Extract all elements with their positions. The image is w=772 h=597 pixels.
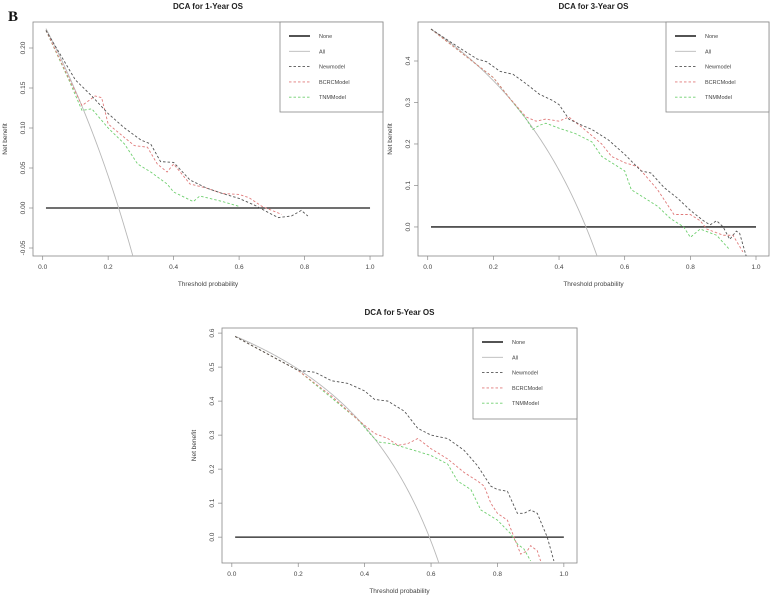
legend-label: All [705, 49, 711, 55]
y-tick-label: 0.0 [405, 222, 412, 231]
chart-title: DCA for 3-Year OS [559, 2, 630, 11]
dca-chart-1: DCA for 1-Year OS 0.0 0.2 0.4 0.6 0.8 1.0 -0.05… [2, 2, 384, 288]
legend-label: None [705, 34, 718, 40]
legend-label: All [319, 49, 325, 55]
y-tick-label: 0.3 [405, 98, 412, 107]
x-tick-label: 0.6 [235, 264, 244, 271]
y-tick-label: 0.10 [20, 121, 27, 134]
x-tick-label: 0.6 [427, 571, 436, 578]
x-tick-label: 0.0 [227, 571, 236, 578]
legend-label: None [512, 340, 525, 346]
legend-label: BCRCModel [512, 386, 543, 392]
y-tick-label: 0.6 [209, 328, 216, 337]
series-newmodel-line [45, 30, 309, 219]
series-all-line [430, 28, 598, 256]
y-tick-label: 0.3 [209, 430, 216, 439]
x-tick-label: 0.2 [104, 264, 113, 271]
plot-frame [417, 21, 770, 257]
series-all-line [234, 335, 440, 563]
chart-title: DCA for 5-Year OS [365, 308, 436, 317]
dca-chart-3: DCA for 5-Year OS 0.0 0.2 0.4 0.6 0.8 1.0 0.0 0.… [191, 308, 578, 595]
plot-frame [221, 327, 578, 564]
series-tnmmodel-line [45, 30, 240, 207]
x-tick-label: 0.2 [489, 264, 498, 271]
x-tick-label: 0.4 [169, 264, 178, 271]
legend-box [472, 327, 578, 420]
y-tick-label: 0.05 [20, 161, 27, 174]
y-tick-label: 0.15 [20, 81, 27, 94]
y-tick-label: 0.2 [209, 464, 216, 473]
series-tnmmodel-line [234, 336, 532, 562]
legend-label: All [512, 355, 518, 361]
series-bcrcmodel-line [234, 336, 542, 562]
y-axis-label: Net benefit [191, 430, 198, 462]
x-axis-label: Threshold probability [369, 588, 430, 595]
x-tick-label: 0.0 [38, 264, 47, 271]
chart-title: DCA for 1-Year OS [173, 2, 244, 11]
y-tick-label: 0.1 [209, 498, 216, 507]
y-axis-label: Net benefit [387, 123, 394, 155]
legend-box [279, 21, 384, 113]
legend-label: TNMModel [512, 401, 539, 407]
x-axis-label: Threshold probability [563, 281, 624, 288]
legend-label: BCRCModel [705, 80, 736, 86]
x-tick-label: 0.2 [294, 571, 303, 578]
legend-box [665, 21, 770, 113]
series-all-line [45, 28, 134, 256]
y-tick-label: 0.20 [20, 41, 27, 54]
plot-area [45, 28, 371, 256]
series-bcrcmodel-line [45, 30, 282, 215]
y-tick-label: 0.1 [405, 181, 412, 190]
legend: None All Newmodel BCRCModel TNMModel [665, 21, 770, 113]
series-bcrcmodel-line [430, 28, 744, 253]
y-tick-label: 0.4 [405, 56, 412, 65]
y-tick-label: 0.4 [209, 396, 216, 405]
legend-label: Newmodel [705, 65, 731, 71]
legend-label: Newmodel [319, 65, 345, 71]
plot-frame [32, 21, 384, 257]
x-tick-label: 0.8 [493, 571, 502, 578]
plot-area [430, 28, 756, 256]
y-tick-label: 0.00 [20, 201, 27, 214]
x-tick-label: 1.0 [751, 264, 760, 271]
legend-label: None [319, 34, 332, 40]
legend-label: TNMModel [319, 95, 346, 101]
dca-chart-2: DCA for 3-Year OS 0.0 0.2 0.4 0.6 0.8 1.0 0.0 0.… [387, 2, 770, 288]
x-tick-label: 0.6 [620, 264, 629, 271]
x-axis-label: Threshold probability [178, 281, 239, 288]
series-newmodel-line [234, 336, 555, 562]
y-tick-label: 0.0 [209, 532, 216, 541]
y-tick-label: -0.05 [20, 240, 27, 255]
y-tick-label: 0.2 [405, 139, 412, 148]
panel-label: B [8, 9, 18, 25]
plot-area [234, 335, 564, 563]
x-tick-label: 0.8 [300, 264, 309, 271]
x-tick-label: 0.4 [555, 264, 564, 271]
y-tick-label: 0.5 [209, 362, 216, 371]
x-tick-label: 0.8 [686, 264, 695, 271]
legend-label: Newmodel [512, 371, 538, 377]
legend: None All Newmodel BCRCModel TNMModel [472, 327, 578, 420]
x-tick-label: 1.0 [559, 571, 568, 578]
x-tick-label: 0.0 [423, 264, 432, 271]
x-tick-label: 1.0 [366, 264, 375, 271]
legend-label: BCRCModel [319, 80, 350, 86]
legend-label: TNMModel [705, 95, 732, 101]
x-tick-label: 0.4 [360, 571, 369, 578]
y-axis-label: Net benefit [2, 123, 9, 155]
legend: None All Newmodel BCRCModel TNMModel [279, 21, 384, 113]
